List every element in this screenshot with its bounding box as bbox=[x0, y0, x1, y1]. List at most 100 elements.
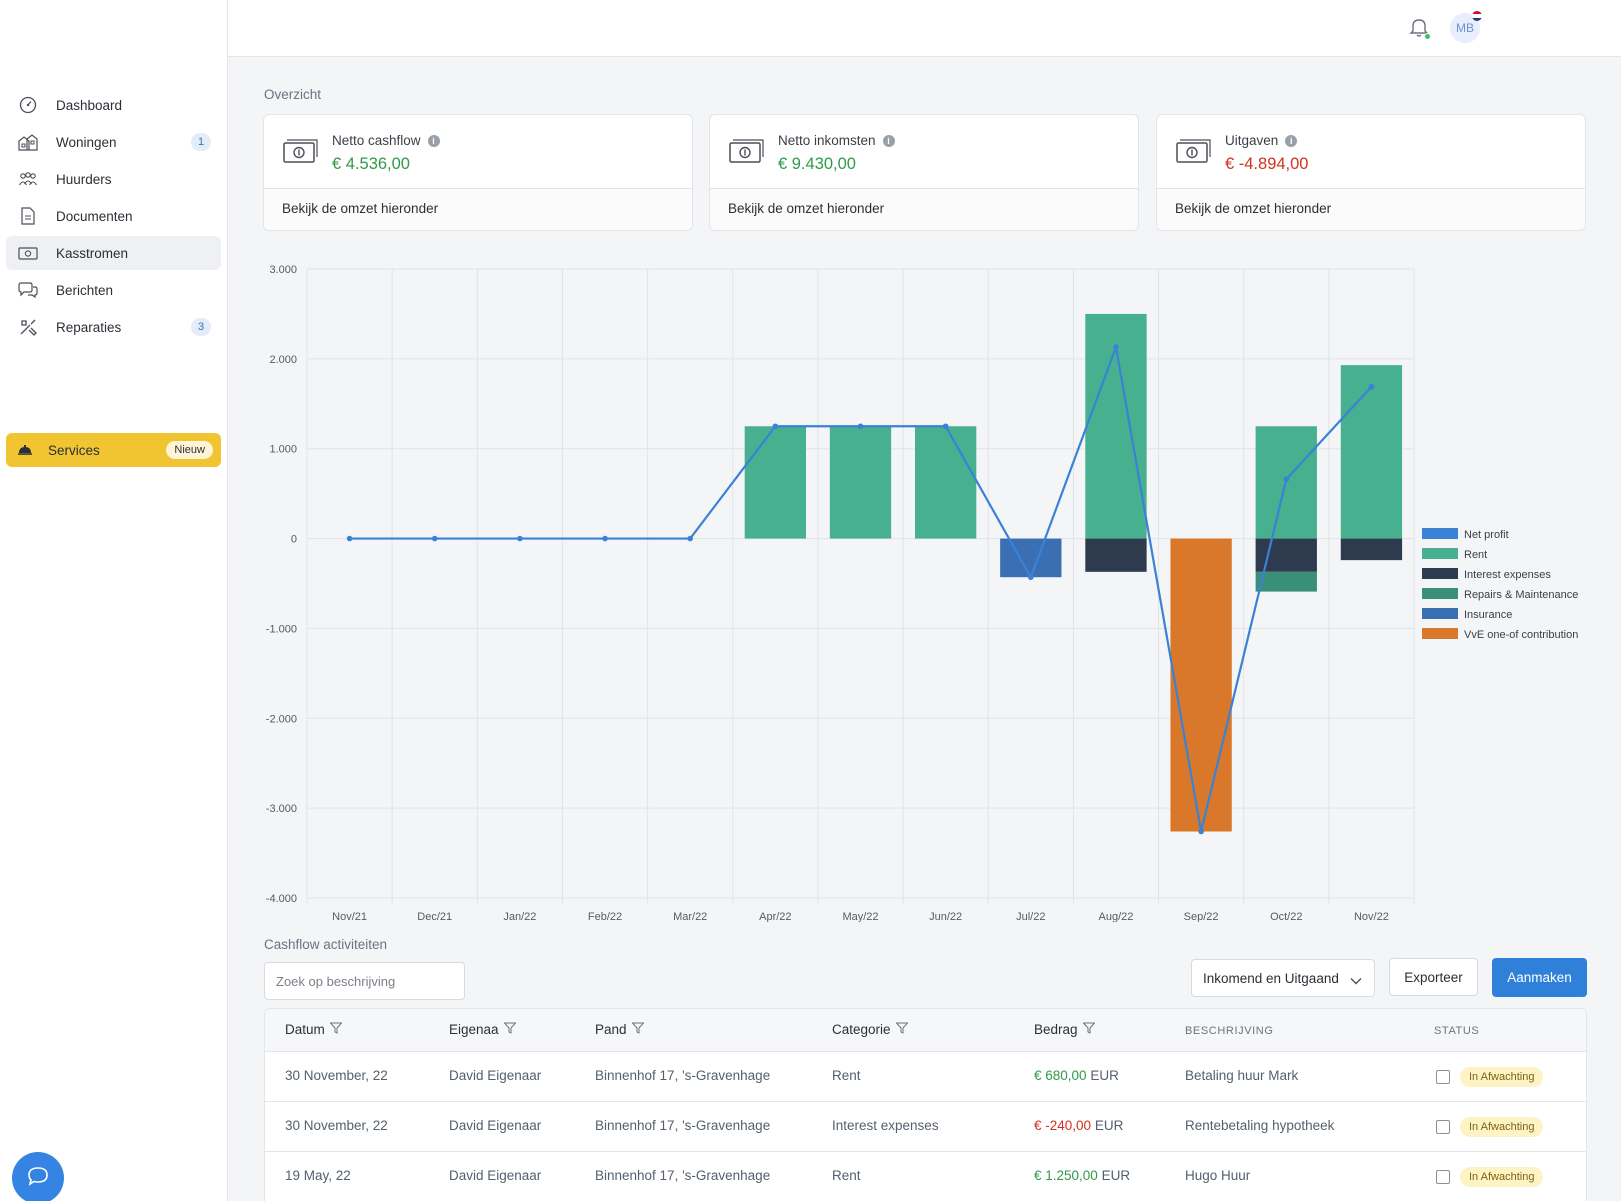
sidebar-item-label: Berichten bbox=[56, 282, 114, 298]
bar-rent bbox=[829, 426, 892, 539]
filter-icon bbox=[894, 1022, 909, 1037]
search-input[interactable] bbox=[264, 962, 465, 1000]
legend-label: Repairs & Maintenance bbox=[1464, 589, 1578, 601]
cashflow-chart: 3.000 2.000 1.000 0 -1.000 -2.000 -3.000 -4.000… bbox=[264, 258, 1594, 923]
x-tick-label: Dec/21 bbox=[417, 911, 452, 922]
chat-bubble-icon bbox=[27, 1166, 49, 1191]
net-profit-point bbox=[346, 535, 353, 542]
tools-icon bbox=[18, 317, 38, 337]
cell-date: 30 November, 22 bbox=[285, 1068, 388, 1083]
cell-category: Rent bbox=[832, 1068, 861, 1083]
x-tick-label: Nov/22 bbox=[1354, 911, 1389, 922]
services-button[interactable]: Services Nieuw bbox=[6, 433, 221, 467]
legend-swatch bbox=[1422, 548, 1458, 559]
amount-currency: EUR bbox=[1101, 1168, 1131, 1183]
card-footer-link[interactable]: Bekijk de omzet hieronder bbox=[1157, 188, 1585, 230]
legend-swatch bbox=[1422, 608, 1458, 619]
direction-filter-select[interactable]: Inkomend en Uitgaand bbox=[1191, 959, 1375, 997]
y-tick-label: -4.000 bbox=[266, 893, 297, 905]
x-tick-label: Apr/22 bbox=[759, 911, 791, 922]
column-header-status: STATUS bbox=[1434, 1025, 1480, 1037]
chat-button[interactable] bbox=[12, 1152, 64, 1201]
create-button[interactable]: Aanmaken bbox=[1492, 958, 1587, 997]
card-value: € -4.894,00 bbox=[1225, 155, 1309, 173]
filter-icon bbox=[329, 1022, 343, 1037]
services-label: Services bbox=[48, 442, 100, 458]
cell-owner: David Eigenaar bbox=[449, 1168, 542, 1183]
export-button[interactable]: Exporteer bbox=[1389, 958, 1478, 996]
cell-description: Hugo Huur bbox=[1185, 1168, 1251, 1183]
column-header-owner[interactable]: Eigenaa bbox=[449, 1022, 517, 1037]
dutch-flag-icon bbox=[1472, 11, 1482, 21]
sidebar: Dashboard Woningen 1 Huurders Documenten bbox=[0, 0, 228, 1201]
card-footer-link[interactable]: Bekijk de omzet hieronder bbox=[710, 188, 1138, 230]
y-tick-label: 2.000 bbox=[269, 354, 297, 366]
notifications-button[interactable] bbox=[1409, 16, 1431, 40]
avatar[interactable]: MB bbox=[1450, 11, 1482, 43]
count-badge: 3 bbox=[191, 318, 211, 336]
info-icon[interactable]: i bbox=[882, 134, 895, 147]
x-tick-label: Nov/21 bbox=[332, 911, 367, 922]
column-header-amount[interactable]: Bedrag bbox=[1034, 1022, 1096, 1037]
x-tick-label: Aug/22 bbox=[1099, 911, 1134, 922]
status-checkbox[interactable] bbox=[1436, 1120, 1450, 1134]
card-label: Uitgaven i bbox=[1225, 133, 1298, 148]
net-profit-point bbox=[602, 535, 608, 542]
cashflow-table: Datum Eigenaa Pand Categorie Bedrag BESC… bbox=[264, 1008, 1587, 1201]
sidebar-item-huurders[interactable]: Huurders bbox=[6, 162, 221, 196]
legend-swatch bbox=[1422, 568, 1458, 579]
column-header-date[interactable]: Datum bbox=[285, 1022, 343, 1037]
sidebar-item-documenten[interactable]: Documenten bbox=[6, 199, 221, 233]
cell-amount: € 1.250,00 EUR bbox=[1034, 1168, 1130, 1183]
tenants-icon bbox=[18, 169, 38, 189]
info-icon[interactable]: i bbox=[1285, 134, 1298, 147]
cell-date: 19 May, 22 bbox=[285, 1168, 351, 1183]
x-tick-label: Feb/22 bbox=[588, 911, 622, 922]
money-icon bbox=[1175, 137, 1211, 165]
column-header-category[interactable]: Categorie bbox=[832, 1022, 909, 1037]
table-row[interactable]: 30 November, 22 David Eigenaar Binnenhof… bbox=[265, 1052, 1586, 1102]
card-footer-link[interactable]: Bekijk de omzet hieronder bbox=[264, 188, 692, 230]
column-header-property[interactable]: Pand bbox=[595, 1022, 645, 1037]
messages-icon bbox=[18, 280, 38, 300]
sidebar-item-label: Dashboard bbox=[56, 97, 123, 113]
bar-insurance bbox=[1000, 538, 1062, 578]
status-checkbox[interactable] bbox=[1436, 1170, 1450, 1184]
table-row[interactable]: 30 November, 22 David Eigenaar Binnenhof… bbox=[265, 1102, 1586, 1152]
sidebar-item-kasstromen[interactable]: Kasstromen bbox=[6, 236, 221, 270]
sidebar-item-berichten[interactable]: Berichten bbox=[6, 273, 221, 307]
cashflow-chart-svg: 3.000 2.000 1.000 0 -1.000 -2.000 -3.000 -4.000… bbox=[266, 264, 1579, 923]
column-label: Datum bbox=[285, 1022, 325, 1037]
sidebar-item-reparaties[interactable]: Reparaties 3 bbox=[6, 310, 221, 344]
overview-title: Overzicht bbox=[264, 87, 322, 102]
net-profit-point bbox=[942, 423, 949, 430]
money-icon bbox=[282, 137, 318, 165]
sidebar-item-woningen[interactable]: Woningen 1 bbox=[6, 125, 221, 159]
cell-property: Binnenhof 17, 's-Gravenhage bbox=[595, 1068, 771, 1083]
bar-interest-expenses bbox=[1340, 538, 1403, 561]
sidebar-item-label: Woningen bbox=[56, 134, 117, 150]
cell-property: Binnenhof 17, 's-Gravenhage bbox=[595, 1168, 771, 1183]
status-badge: In Afwachting bbox=[1460, 1067, 1544, 1087]
activities-title: Cashflow activiteiten bbox=[264, 937, 388, 952]
cell-amount: € 680,00 EUR bbox=[1034, 1068, 1119, 1083]
status-checkbox[interactable] bbox=[1436, 1070, 1450, 1084]
info-icon[interactable]: i bbox=[427, 134, 440, 147]
filter-icon bbox=[1081, 1022, 1096, 1037]
sidebar-item-dashboard[interactable]: Dashboard bbox=[6, 88, 221, 122]
bar-vve-one-of-contribution bbox=[1170, 538, 1232, 832]
notification-dot bbox=[1424, 33, 1431, 40]
sidebar-item-label: Reparaties bbox=[56, 319, 122, 335]
table-row[interactable]: 19 May, 22 David Eigenaar Binnenhof 17, … bbox=[265, 1152, 1586, 1201]
card-label-text: Uitgaven bbox=[1225, 133, 1279, 148]
card-label: Netto cashflow i bbox=[332, 133, 440, 148]
houses-icon bbox=[18, 132, 38, 152]
service-bell-icon bbox=[18, 445, 32, 455]
legend-label: Insurance bbox=[1464, 609, 1512, 621]
document-icon bbox=[18, 206, 38, 226]
card-label: Netto inkomsten i bbox=[778, 133, 895, 148]
legend-label: VvE one-of contribution bbox=[1464, 629, 1578, 641]
column-label: Categorie bbox=[832, 1022, 891, 1037]
x-tick-label: Jun/22 bbox=[929, 911, 962, 922]
select-value: Inkomend en Uitgaand bbox=[1203, 971, 1339, 986]
